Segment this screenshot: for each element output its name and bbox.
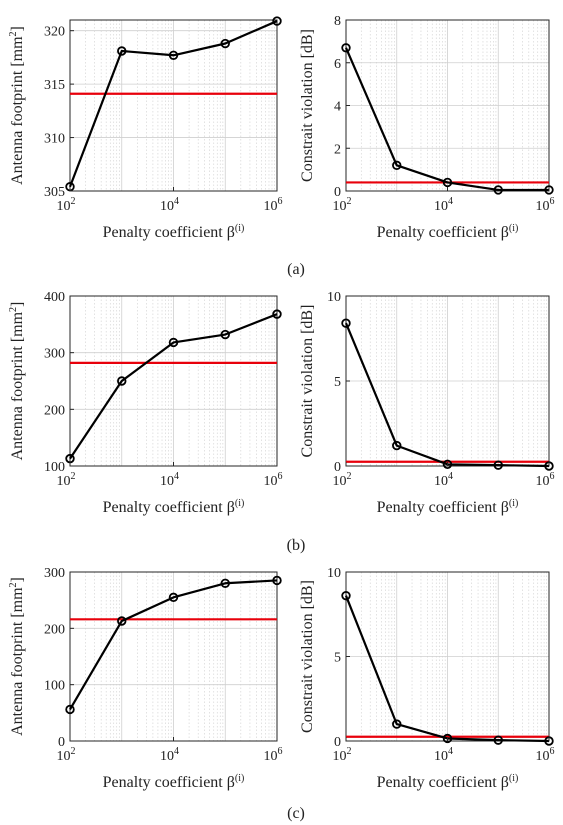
y-tick-label: 0 [334, 735, 341, 750]
y-tick-label: 0 [334, 460, 341, 475]
y-tick-label: 200 [44, 403, 65, 418]
y-tick-label: 4 [334, 100, 341, 115]
y-axis-label: Antenna footprint [mm2] [8, 26, 26, 185]
data-point [220, 578, 230, 588]
x-tick-label: 106 [264, 746, 283, 764]
data-point [493, 185, 503, 195]
data-point [544, 185, 554, 195]
y-tick-label: 400 [44, 290, 65, 305]
data-point [220, 329, 230, 340]
x-tick-label: 102 [57, 746, 76, 764]
chart-c-right: 102 104 106 0 5 10 Penalty coefficient β(i) Con… [299, 566, 555, 791]
y-tick-label: 10 [327, 566, 341, 581]
data-point [272, 16, 282, 26]
x-axis-label: Penalty coefficient β(i) [377, 773, 519, 791]
x-tick-label: 102 [333, 196, 352, 214]
x-tick-label: 104 [160, 196, 179, 214]
series-line [344, 47, 549, 192]
x-axis-label: Penalty coefficient β(i) [377, 223, 519, 241]
y-tick-label: 315 [44, 78, 65, 93]
x-axis-label: Penalty coefficient β(i) [103, 773, 245, 791]
y-tick-label: 6 [334, 57, 341, 72]
data-point [392, 160, 402, 171]
y-axis-label: Constrait violation [dB] [299, 580, 316, 733]
data-point [168, 50, 179, 60]
y-tick-label: 0 [334, 185, 341, 200]
y-tick-label: 200 [44, 622, 65, 637]
series-line [69, 313, 278, 460]
data-point [117, 376, 127, 386]
x-tick-label: 102 [333, 746, 352, 764]
x-tick-label: 104 [434, 196, 453, 214]
data-point [117, 616, 127, 626]
y-tick-label: 300 [44, 566, 65, 581]
x-tick-label: 102 [57, 471, 76, 489]
y-axis-label: Constrait violation [dB] [299, 29, 316, 182]
y-tick-label: 300 [44, 347, 65, 362]
chart-a-right: 102 104 106 0 2 4 6 8 Penalty coefficient β(i) Co… [299, 14, 555, 241]
data-point [493, 735, 503, 745]
series-line [69, 579, 278, 711]
y-tick-label: 100 [44, 460, 65, 475]
y-tick-label: 310 [44, 132, 65, 147]
data-point [220, 38, 230, 49]
y-tick-label: 5 [334, 375, 341, 390]
data-point [168, 337, 179, 348]
y-tick-label: 0 [58, 735, 65, 750]
series-line [68, 20, 278, 188]
panel-label-c: (c) [287, 805, 305, 822]
y-tick-label: 8 [334, 14, 341, 29]
data-point [272, 309, 282, 319]
x-tick-label: 104 [160, 471, 179, 489]
x-tick-label: 106 [264, 471, 283, 489]
panel-label-a: (a) [287, 261, 305, 278]
y-axis-label: Constrait violation [dB] [299, 305, 316, 458]
y-axis-label: Antenna footprint [mm2] [8, 302, 26, 461]
y-tick-label: 305 [44, 185, 65, 200]
data-point [392, 719, 402, 729]
x-tick-label: 104 [434, 471, 453, 489]
data-point [341, 590, 351, 601]
x-tick-label: 104 [160, 746, 179, 764]
x-tick-label: 102 [57, 196, 76, 214]
data-point [392, 440, 402, 451]
chart-a-left: 102 104 106 305 310 315 320 Penalty coefficient… [8, 16, 283, 241]
x-tick-label: 106 [536, 471, 555, 489]
data-point [168, 592, 179, 603]
x-axis-label: Penalty coefficient β(i) [103, 223, 245, 241]
data-point [341, 43, 351, 53]
y-tick-label: 5 [334, 651, 341, 666]
data-point [117, 46, 127, 56]
chart-b-left: 102 104 106 100 200 300 400 Penalty coefficient… [8, 290, 283, 516]
x-tick-label: 102 [333, 471, 352, 489]
x-tick-label: 106 [536, 746, 555, 764]
chart-b-right: 102 104 106 0 5 10 Penalty coefficient β(i) Con… [299, 290, 555, 516]
x-axis-label: Penalty coefficient β(i) [377, 498, 519, 516]
x-axis-label: Penalty coefficient β(i) [103, 498, 245, 516]
panel-label-b: (b) [287, 537, 306, 554]
data-point [341, 318, 351, 328]
y-tick-label: 10 [327, 290, 341, 305]
y-tick-label: 320 [44, 25, 65, 40]
data-point [65, 704, 75, 715]
y-axis-label: Antenna footprint [mm2] [8, 577, 26, 736]
chart-c-left: 102 104 106 0 100 200 300 Penalty coefficient β… [8, 566, 283, 791]
data-point [272, 575, 282, 586]
y-tick-label: 100 [44, 679, 65, 694]
y-tick-label: 2 [334, 142, 341, 157]
x-tick-label: 106 [536, 196, 555, 214]
data-point [442, 459, 453, 469]
data-point [442, 733, 453, 744]
data-point [442, 177, 453, 188]
x-tick-label: 104 [434, 746, 453, 764]
x-tick-label: 106 [264, 196, 283, 214]
data-point [493, 460, 503, 470]
